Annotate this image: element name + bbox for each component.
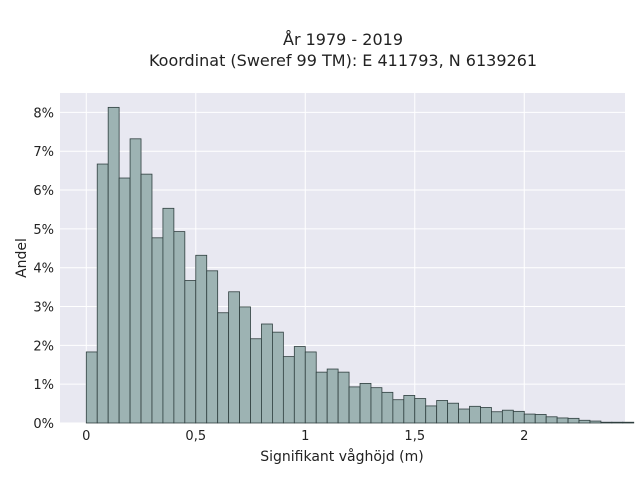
histogram-bar <box>458 408 470 424</box>
histogram-bar <box>217 312 230 424</box>
x-tick-label: 1 <box>301 429 309 444</box>
x-tick-label: 2 <box>520 429 528 444</box>
y-tick-label: 2% <box>33 339 54 354</box>
histogram-bar <box>173 231 186 424</box>
y-tick-label: 5% <box>33 223 54 238</box>
histogram-bar <box>250 338 262 424</box>
histogram-bar <box>239 306 251 424</box>
chart-subtitle: Koordinat (Sweref 99 TM): E 411793, N 61… <box>149 51 537 70</box>
histogram-bar <box>491 411 503 424</box>
histogram-bar <box>293 346 306 424</box>
histogram-bar <box>85 351 98 424</box>
histogram-bar <box>337 371 350 424</box>
x-tick-label: 0 <box>82 429 90 444</box>
histogram-bar <box>556 417 569 424</box>
histogram-bar <box>282 356 295 424</box>
histogram-bar <box>480 407 492 424</box>
histogram-bar <box>107 106 120 424</box>
histogram-bar <box>206 270 219 424</box>
histogram-bar <box>501 409 514 424</box>
histogram-bar <box>304 351 317 424</box>
y-axis-ticks: 0% 1% 2% 3% 4% 5% 6% 7% 8% <box>33 106 54 432</box>
x-tick-label: 1,5 <box>404 429 425 444</box>
histogram-bar <box>600 421 613 424</box>
histogram-bar <box>96 163 109 424</box>
y-tick-label: 3% <box>33 301 54 316</box>
histogram-bar <box>370 387 383 424</box>
histogram-bar <box>162 207 175 424</box>
histogram-bar <box>118 177 131 424</box>
histogram-bar <box>381 391 394 424</box>
histogram-bar <box>567 417 580 424</box>
histogram-bar <box>315 371 328 424</box>
histogram-bar <box>578 419 591 424</box>
histogram-bar <box>512 410 525 424</box>
histogram-bar <box>523 413 536 424</box>
histogram-bar <box>195 254 208 424</box>
histogram-bar <box>359 382 372 424</box>
chart-title: År 1979 - 2019 <box>283 30 403 49</box>
histogram-bar <box>261 323 273 424</box>
histogram-bar <box>469 405 481 424</box>
histogram-bar <box>611 421 624 424</box>
histogram-bar <box>272 331 284 424</box>
x-axis-ticks: 0 0,5 1 1,5 2 <box>82 429 528 444</box>
bars <box>85 106 635 424</box>
y-axis-label: Andel <box>14 238 30 278</box>
histogram-bar <box>228 291 240 424</box>
histogram-bar <box>425 405 438 424</box>
histogram-bar <box>392 399 405 424</box>
histogram-bar <box>129 138 142 424</box>
y-tick-label: 0% <box>33 417 54 432</box>
y-tick-label: 6% <box>33 184 54 199</box>
histogram-bar <box>622 421 635 424</box>
histogram-bar <box>140 173 153 424</box>
histogram-bar <box>436 400 449 424</box>
histogram-bar <box>403 395 416 424</box>
histogram-bar <box>447 402 459 424</box>
y-tick-label: 7% <box>33 145 54 160</box>
histogram-bar <box>414 398 427 424</box>
histogram-bar <box>326 368 339 424</box>
histogram-bar <box>348 386 361 424</box>
x-tick-label: 0,5 <box>185 429 206 444</box>
histogram-bar <box>589 420 602 424</box>
y-tick-label: 8% <box>33 106 54 121</box>
histogram-bar <box>184 280 197 424</box>
histogram-bar <box>534 414 547 424</box>
y-tick-label: 4% <box>33 262 54 277</box>
histogram-bar <box>545 416 558 424</box>
y-tick-label: 1% <box>33 378 54 393</box>
x-axis-label: Signifikant våghöjd (m) <box>260 448 423 465</box>
histogram-bar <box>151 237 164 424</box>
